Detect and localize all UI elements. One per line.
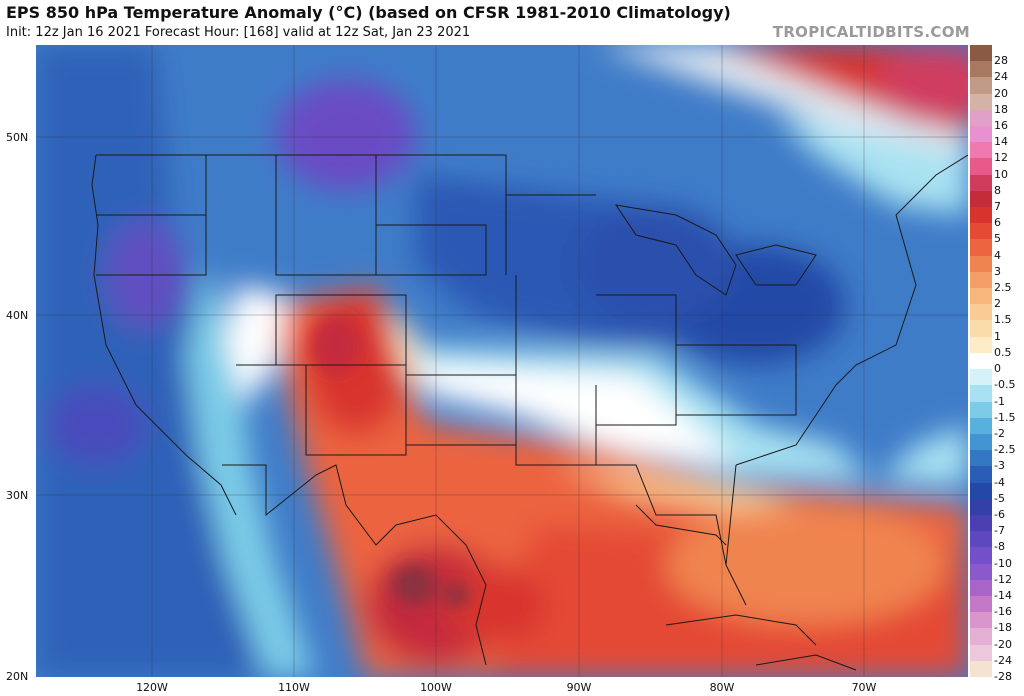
colorbar-swatch: [970, 466, 992, 484]
colorbar-label: 28: [994, 54, 1008, 68]
colorbar-swatch: [970, 644, 992, 662]
colorbar-label: -8: [994, 540, 1005, 554]
colorbar-swatch: [970, 239, 992, 257]
colorbar-label: -28: [994, 670, 1012, 683]
colorbar-swatch: [970, 288, 992, 305]
colorbar-label: 24: [994, 70, 1008, 84]
colorbar-swatch: [970, 563, 992, 581]
colorbar-swatch: [970, 174, 992, 192]
colorbar-swatch: [970, 660, 992, 678]
colorbar-label: -3: [994, 459, 1005, 473]
colorbar-swatch: [970, 385, 992, 402]
colorbar-label: 3: [994, 264, 1001, 278]
colorbar-swatch: [970, 320, 992, 338]
colorbar-label: -16: [994, 605, 1012, 619]
colorbar-label: 2: [994, 297, 1001, 311]
colorbar-label: -7: [994, 524, 1005, 538]
lon-label-80w: 80W: [709, 681, 735, 694]
colorbar-label: -2: [994, 426, 1005, 440]
colorbar-swatch: [970, 223, 992, 240]
colorbar-swatch: [970, 190, 992, 208]
colorbar-label: 8: [994, 183, 1001, 197]
colorbar-swatch: [970, 628, 992, 646]
colorbar-swatch: [970, 158, 992, 176]
colorbar-swatch: [970, 547, 992, 565]
colorbar-label: 1: [994, 329, 1001, 343]
colorbar-label: 6: [994, 216, 1001, 230]
colorbar-swatch: [970, 498, 992, 516]
colorbar-label: -1.5: [994, 410, 1016, 424]
colorbar-label: -2.5: [994, 443, 1016, 457]
colorbar-swatch: [970, 93, 992, 111]
site-watermark: TROPICALTIDBITS.COM: [772, 23, 970, 41]
boundary-lines: [91, 154, 968, 671]
colorbar-label: 12: [994, 151, 1008, 165]
colorbar-swatch: [970, 612, 992, 629]
colorbar-label: -1: [994, 394, 1005, 408]
colorbar-label: -24: [994, 653, 1012, 667]
colorbar-swatch: [970, 369, 992, 386]
anomaly-map: [36, 45, 968, 677]
colorbar-label: -12: [994, 572, 1012, 586]
colorbar-swatch: [970, 142, 992, 159]
lon-label-110w: 110W: [278, 681, 310, 694]
colorbar-swatch: [970, 482, 992, 500]
colorbar-swatch: [970, 126, 992, 143]
lat-label-50n: 50N: [6, 131, 29, 144]
colorbar-swatch: [970, 207, 992, 224]
map-subtitle: Init: 12z Jan 16 2021 Forecast Hour: [16…: [6, 25, 471, 40]
colorbar-label: -18: [994, 621, 1012, 635]
colorbar-label: -4: [994, 475, 1005, 489]
colorbar-label: 0: [994, 362, 1001, 376]
colorbar-label: 20: [994, 86, 1008, 100]
colorbar-swatch: [970, 595, 992, 613]
colorbar-label: 4: [994, 248, 1001, 262]
colorbar-label: -0.5: [994, 378, 1016, 392]
colorbar-swatch: [970, 579, 992, 597]
colorbar-swatch: [970, 433, 992, 451]
lon-label-120w: 120W: [136, 681, 168, 694]
colorbar-label: 16: [994, 119, 1008, 133]
colorbar-swatch: [970, 401, 992, 419]
anomaly-map-svg: [36, 45, 968, 677]
colorbar-label: -20: [994, 637, 1012, 651]
colorbar-swatch: [970, 336, 992, 354]
colorbar-swatch: [970, 352, 992, 370]
colorbar-swatch: [970, 255, 992, 273]
lat-label-30n: 30N: [6, 489, 29, 502]
colorbar-label: 0.5: [994, 345, 1012, 359]
colorbar-swatch: [970, 61, 992, 78]
colorbar-legend: 28 24 20 18 16 14 12 10 8 7 6 5 4 3 2.5 2 1.5 1 0.5 0 -0.5 -1…: [970, 45, 1024, 682]
lat-label-20n: 20N: [6, 670, 29, 683]
colorbar-swatch: [970, 45, 992, 62]
colorbar-label: 14: [994, 135, 1008, 149]
colorbar-swatch: [970, 304, 992, 321]
lat-label-40n: 40N: [6, 309, 29, 322]
map-title: EPS 850 hPa Temperature Anomaly (°C) (ba…: [6, 3, 731, 22]
colorbar-label: -6: [994, 507, 1005, 521]
colorbar-label: -14: [994, 588, 1012, 602]
colorbar-label: 18: [994, 102, 1008, 116]
colorbar-swatch: [970, 514, 992, 532]
colorbar-swatch: [970, 417, 992, 435]
colorbar-label: 2.5: [994, 281, 1012, 295]
colorbar-swatch: [970, 271, 992, 289]
lon-label-70w: 70W: [851, 681, 877, 694]
colorbar-swatch: [970, 531, 992, 548]
lon-label-100w: 100W: [420, 681, 452, 694]
colorbar-label: -5: [994, 491, 1005, 505]
colorbar-label: 1.5: [994, 313, 1012, 327]
colorbar-swatch: [970, 450, 992, 467]
colorbar-label: 7: [994, 200, 1001, 214]
colorbar-swatch: [970, 109, 992, 127]
lon-label-90w: 90W: [566, 681, 592, 694]
colorbar-swatch: [970, 77, 992, 95]
colorbar-label: 10: [994, 167, 1008, 181]
colorbar-label: -10: [994, 556, 1012, 570]
colorbar-label: 5: [994, 232, 1001, 246]
